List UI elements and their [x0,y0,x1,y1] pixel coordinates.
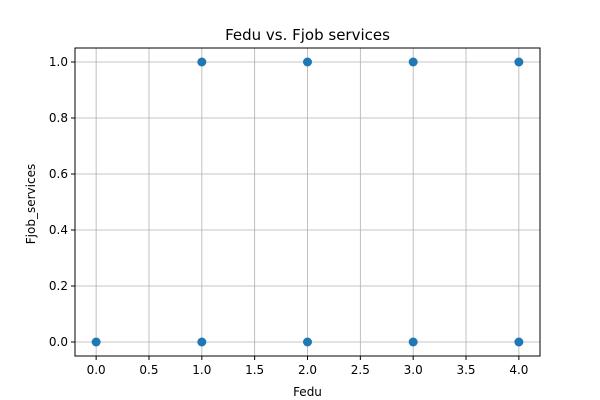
y-tick-label: 0.2 [49,279,68,293]
x-tick-label: 1.0 [192,363,211,377]
y-axis-ticks: 0.0 0.2 0.4 0.6 0.8 1.0 [49,55,75,349]
y-tick-label: 0.4 [49,223,68,237]
y-axis-label: Fjob_services [24,164,38,244]
data-point [408,337,418,347]
x-tick-label: 4.0 [509,363,528,377]
x-tick-label: 2.5 [351,363,370,377]
x-tick-label: 0.0 [87,363,106,377]
data-point [91,337,101,347]
y-tick-label: 0.6 [49,167,68,181]
data-point [303,57,312,67]
y-tick-label: 0.8 [49,111,68,125]
x-tick-label: 3.5 [456,363,475,377]
chart-title: Fedu vs. Fjob services [225,26,390,44]
data-points [91,57,524,347]
data-point [197,57,207,67]
x-tick-label: 1.5 [245,363,264,377]
y-tick-label: 0.0 [49,335,68,349]
x-axis-ticks: 0.0 0.5 1.0 1.5 2.0 2.5 3.0 3.5 4.0 [87,356,528,377]
x-tick-label: 3.0 [404,363,423,377]
x-axis-label: Fedu [293,385,322,399]
data-point [514,337,524,347]
data-point [514,57,524,67]
y-tick-label: 1.0 [49,55,68,69]
data-point [197,337,207,347]
x-tick-label: 2.0 [298,363,317,377]
x-tick-label: 0.5 [139,363,158,377]
data-point [408,57,418,67]
data-point [303,337,312,347]
grid [75,48,540,356]
